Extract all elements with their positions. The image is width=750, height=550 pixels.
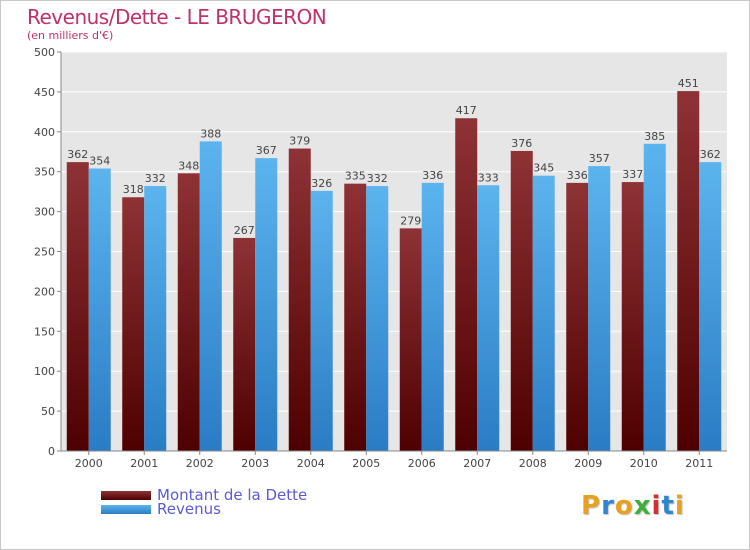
x-tick-label-2009: 2009 (574, 457, 602, 470)
y-tick-label-350: 350 (34, 166, 55, 179)
bar-dette-2010 (621, 182, 644, 451)
bar-revenus-2000 (88, 168, 111, 451)
x-tick-label-2002: 2002 (186, 457, 214, 470)
legend-item-dette: Montant de la Dette (101, 486, 308, 504)
data-label-dette-2001: 318 (123, 183, 144, 196)
y-axis-ticks: 0 50 100 150 200 250 300 350 400 450 500 (34, 46, 61, 458)
bar-revenus-2003 (255, 158, 278, 451)
x-tick-label-2004: 2004 (297, 457, 325, 470)
y-tick-label-0: 0 (48, 445, 55, 458)
x-tick-label-2005: 2005 (352, 457, 380, 470)
y-tick-label-450: 450 (34, 86, 55, 99)
data-label-dette-2010: 337 (622, 168, 643, 181)
bar-revenus-2004 (310, 190, 333, 452)
data-label-dette-2004: 379 (289, 135, 310, 148)
bar-revenus-2006 (421, 182, 444, 451)
data-label-dette-2003: 267 (234, 224, 255, 237)
bar-dette-2009 (566, 182, 589, 451)
bar-revenus-2008 (532, 175, 555, 451)
data-label-revenus-2000: 354 (89, 155, 110, 168)
data-label-revenus-2011: 362 (700, 148, 721, 161)
legend-label-dette: Montant de la Dette (157, 486, 308, 504)
data-label-dette-2005: 335 (345, 170, 366, 183)
data-label-revenus-2008: 345 (533, 162, 554, 175)
x-tick-label-2003: 2003 (241, 457, 269, 470)
y-tick-label-250: 250 (34, 246, 55, 259)
data-label-revenus-2005: 332 (367, 172, 388, 185)
bar-dette-2008 (510, 150, 533, 451)
data-label-revenus-2004: 326 (311, 177, 332, 190)
logo-letter: o (614, 491, 634, 521)
y-tick-label-150: 150 (34, 325, 55, 338)
data-label-dette-2006: 279 (400, 214, 421, 227)
legend-swatch-dette (101, 490, 151, 500)
x-tick-label-2001: 2001 (130, 457, 158, 470)
logo-letter: i (651, 491, 662, 521)
data-label-revenus-2006: 336 (422, 169, 443, 182)
data-label-revenus-2009: 357 (589, 152, 610, 165)
bars (66, 91, 722, 452)
logo-letter: r (601, 491, 615, 521)
bar-dette-2006 (399, 228, 422, 451)
legend-swatch-revenus (101, 504, 151, 514)
logo-letter: i (674, 491, 685, 521)
chart-title: Revenus/Dette - LE BRUGERON (27, 5, 327, 29)
bar-revenus-2001 (144, 186, 167, 451)
bar-revenus-2005 (366, 186, 389, 451)
x-tick-label-2010: 2010 (630, 457, 658, 470)
data-label-revenus-2001: 332 (145, 172, 166, 185)
bar-revenus-2009 (588, 166, 611, 451)
bar-dette-2000 (66, 162, 89, 451)
bar-dette-2002 (177, 173, 200, 451)
bar-dette-2007 (455, 118, 478, 451)
bar-revenus-2007 (477, 185, 500, 452)
bar-dette-2003 (233, 237, 256, 451)
data-label-dette-2000: 362 (67, 148, 88, 161)
bar-dette-2004 (288, 148, 311, 452)
x-tick-label-2000: 2000 (75, 457, 103, 470)
data-label-dette-2011: 451 (678, 77, 699, 90)
y-tick-label-200: 200 (34, 285, 55, 298)
data-label-revenus-2010: 385 (644, 130, 665, 143)
y-tick-label-400: 400 (34, 126, 55, 139)
legend-item-revenus: Revenus (101, 500, 221, 518)
logo-letter: t (661, 491, 675, 521)
x-tick-label-2011: 2011 (685, 457, 713, 470)
legend-label-revenus: Revenus (157, 500, 221, 518)
bar-revenus-2010 (643, 143, 666, 451)
y-tick-label-300: 300 (34, 206, 55, 219)
y-tick-label-50: 50 (41, 405, 55, 418)
data-label-revenus-2003: 367 (256, 144, 277, 157)
data-label-dette-2002: 348 (178, 159, 199, 172)
grid-lines (61, 51, 727, 412)
logo-letter: x (633, 491, 652, 521)
chart-subtitle: (en milliers d'€) (27, 29, 114, 42)
bar-dette-2001 (122, 197, 145, 451)
bar-revenus-2011 (699, 162, 722, 451)
proxiti-logo: Proxiti (581, 491, 685, 521)
y-tick-label-100: 100 (34, 365, 55, 378)
y-tick-label-500: 500 (34, 46, 55, 59)
bar-dette-2011 (677, 91, 700, 452)
x-tick-label-2006: 2006 (408, 457, 436, 470)
data-label-dette-2008: 376 (511, 137, 532, 150)
data-label-revenus-2007: 333 (478, 171, 499, 184)
data-label-dette-2009: 336 (567, 169, 588, 182)
data-label-dette-2007: 417 (456, 104, 477, 117)
bar-revenus-2002 (199, 141, 222, 451)
x-tick-label-2008: 2008 (519, 457, 547, 470)
data-label-revenus-2002: 388 (200, 127, 221, 140)
bar-dette-2005 (344, 183, 367, 452)
x-tick-label-2007: 2007 (463, 457, 491, 470)
x-axis-ticks: 2000 2001 2002 2003 2004 2005 2006 2007 2008 2009… (75, 451, 713, 470)
logo-letter: P (581, 491, 602, 521)
